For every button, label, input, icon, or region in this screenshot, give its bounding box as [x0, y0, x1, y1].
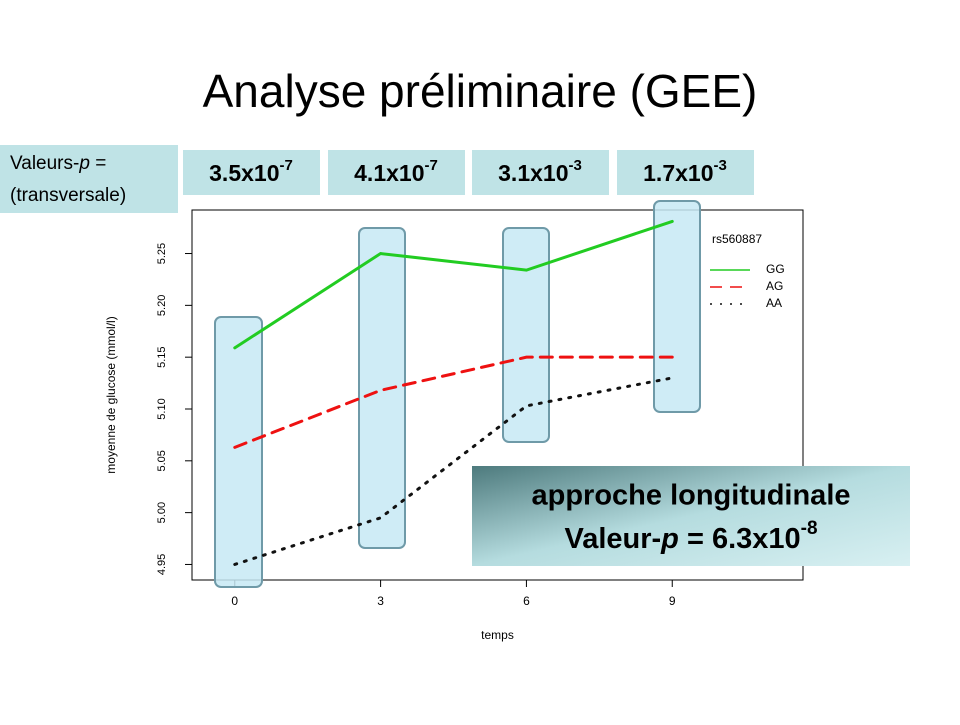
plot-frame — [191, 209, 804, 581]
x-tick-label: 6 — [523, 594, 530, 608]
exponent: -7 — [280, 157, 293, 174]
y-tick-label: 4.95 — [156, 554, 168, 575]
y-tick-label: 5.00 — [156, 502, 168, 523]
pvalue-label: Valeurs-p = — [10, 153, 106, 174]
text: 3.1x10 — [498, 160, 568, 186]
lines — [233, 219, 674, 566]
pvalue: 3.5x10-7 — [209, 157, 293, 186]
highlight-box — [502, 227, 550, 443]
text: 1.7x10 — [643, 160, 713, 186]
label-box — [0, 145, 178, 213]
x-axis-label: temps — [481, 628, 514, 642]
x-tick-label: 0 — [231, 594, 238, 608]
text: p — [78, 153, 90, 174]
legend-label: AA — [766, 296, 782, 310]
series-line — [233, 355, 674, 449]
x-tick-label: 3 — [377, 594, 384, 608]
y-tick-label: 5.10 — [156, 398, 168, 419]
pvalue-box — [183, 150, 320, 195]
plot: 4.95 5.00 5.05 5.10 5.15 5.20 5.25 0 3 6 9 temps moy… — [104, 232, 785, 642]
legend-title: rs560887 — [712, 232, 762, 246]
text: = — [90, 153, 106, 174]
exponent: -7 — [425, 157, 438, 174]
exponent: -8 — [801, 518, 818, 539]
slide-title: Analyse préliminaire (GEE) — [203, 65, 758, 117]
y-tick-label: 5.05 — [156, 450, 168, 471]
exponent: -3 — [714, 157, 727, 174]
text: Valeur- — [564, 523, 661, 555]
pvalue-box — [328, 150, 465, 195]
x-tick-label: 9 — [669, 594, 676, 608]
y-tick-label: 5.25 — [156, 243, 168, 264]
pvalue-box — [617, 150, 754, 195]
longitudinal-box — [472, 466, 910, 566]
highlight-box — [214, 316, 263, 588]
pvalue: 3.1x10-3 — [498, 157, 582, 186]
longitudinal-text: Valeur-p = 6.3x10-8 — [564, 518, 817, 555]
highlights — [214, 200, 701, 588]
pvalue-box — [472, 150, 609, 195]
y-axis-label: moyenne de glucose (mmol/l) — [104, 316, 118, 473]
text: Valeurs- — [10, 153, 79, 174]
legend-label: GG — [766, 262, 785, 276]
text: = 6.3x10 — [679, 523, 801, 555]
highlight-box — [653, 200, 701, 413]
legend-label: AG — [766, 279, 783, 293]
pvalue: 4.1x10-7 — [354, 157, 438, 186]
series-line — [233, 376, 674, 566]
pvalue: 1.7x10-3 — [643, 157, 727, 186]
highlight-box — [358, 227, 406, 549]
longitudinal-text: approche longitudinale — [531, 480, 850, 512]
exponent: -3 — [569, 157, 582, 174]
text: 3.5x10 — [209, 160, 279, 186]
series-line — [233, 219, 674, 350]
text: 4.1x10 — [354, 160, 424, 186]
pvalue-label: (transversale) — [10, 185, 126, 206]
y-tick-label: 5.20 — [156, 295, 168, 316]
pvalues: 3.5x10-7 4.1x10-7 3.1x10-3 1.7x10-3 — [183, 150, 754, 195]
y-tick-label: 5.15 — [156, 346, 168, 367]
text: p — [660, 523, 679, 555]
